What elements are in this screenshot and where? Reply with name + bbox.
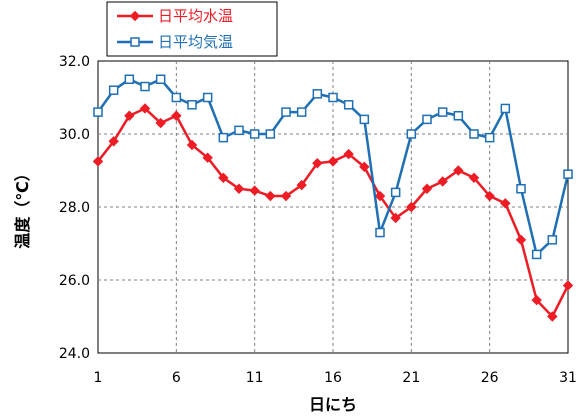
data-point — [327, 156, 339, 167]
data-point — [406, 129, 417, 139]
data-point — [484, 190, 495, 202]
data-point — [547, 235, 558, 245]
data-point — [500, 103, 511, 114]
data-point — [328, 92, 338, 103]
data-point — [343, 100, 354, 110]
data-point — [390, 212, 401, 224]
y-tick-label: 24.0 — [59, 346, 90, 362]
data-point — [218, 172, 229, 184]
data-point — [312, 89, 323, 99]
y-tick-label: 26.0 — [59, 273, 90, 289]
data-point — [390, 187, 401, 198]
data-point — [312, 157, 323, 169]
legend-box — [106, 1, 278, 57]
y-tick-labels: 24.0 26.0 28.0 30.0 32.0 — [59, 54, 90, 362]
series-water-temp — [92, 103, 574, 322]
data-point — [469, 129, 479, 139]
data-point — [93, 107, 103, 117]
data-point — [186, 139, 198, 151]
data-point — [124, 110, 135, 121]
data-point — [453, 111, 464, 121]
data-point — [280, 190, 292, 202]
data-point — [531, 249, 542, 260]
data-point — [296, 107, 307, 117]
data-point — [296, 179, 307, 191]
series-layer — [92, 74, 574, 322]
data-point — [155, 117, 166, 129]
data-point — [171, 92, 182, 103]
data-point — [343, 148, 354, 160]
data-point — [234, 125, 244, 136]
data-point — [202, 152, 213, 163]
legend-label: 日平均水温 — [158, 7, 233, 25]
data-point — [515, 234, 527, 246]
series-air-temp — [93, 74, 573, 260]
data-point — [108, 85, 119, 95]
data-point — [547, 311, 558, 322]
data-point — [562, 280, 574, 291]
legend-marker — [129, 10, 141, 22]
legend-label: 日平均気温 — [158, 33, 233, 51]
data-point — [281, 107, 291, 117]
y-tick-label: 28.0 — [59, 200, 90, 216]
x-tick-label: 16 — [324, 370, 342, 386]
data-point — [171, 110, 182, 121]
data-point — [249, 129, 260, 139]
legend-item: 日平均気温 — [117, 33, 233, 51]
data-point — [139, 103, 151, 114]
legend-marker — [130, 37, 140, 47]
data-point — [531, 294, 542, 306]
y-tick-label: 32.0 — [59, 54, 90, 70]
data-point — [218, 132, 229, 143]
data-point — [453, 165, 464, 176]
data-point — [563, 169, 573, 179]
x-tick-label: 6 — [172, 370, 181, 386]
data-point — [187, 100, 197, 110]
data-point — [359, 114, 370, 125]
data-point — [249, 185, 260, 196]
x-tick-label: 21 — [402, 370, 420, 386]
x-tick-label: 11 — [246, 370, 264, 386]
x-tick-label: 26 — [481, 370, 499, 386]
y-axis-title: 温度（℃） — [13, 165, 32, 249]
data-point — [375, 227, 385, 238]
data-point — [437, 107, 448, 117]
data-point — [468, 172, 480, 184]
data-point — [202, 92, 213, 103]
data-point — [406, 201, 417, 213]
x-tick-labels: 1 6 11 16 21 26 31 — [94, 370, 577, 386]
data-point — [422, 114, 432, 125]
data-point — [437, 176, 448, 187]
x-axis-title: 日にち — [309, 395, 357, 414]
x-tick-label: 31 — [559, 370, 577, 386]
data-point — [516, 184, 526, 194]
data-point — [374, 190, 386, 202]
data-point — [500, 198, 511, 209]
data-point — [108, 136, 119, 147]
data-point — [265, 129, 276, 139]
legend-item: 日平均水温 — [117, 7, 233, 25]
data-point — [265, 190, 276, 202]
data-point — [359, 161, 370, 173]
x-tick-label: 1 — [94, 370, 103, 386]
y-tick-label: 30.0 — [59, 127, 90, 143]
data-point — [233, 183, 245, 194]
data-point — [140, 81, 150, 92]
data-point — [484, 132, 495, 143]
data-point — [155, 74, 166, 84]
data-point — [92, 156, 104, 167]
data-point — [124, 74, 135, 84]
data-point — [421, 183, 433, 194]
